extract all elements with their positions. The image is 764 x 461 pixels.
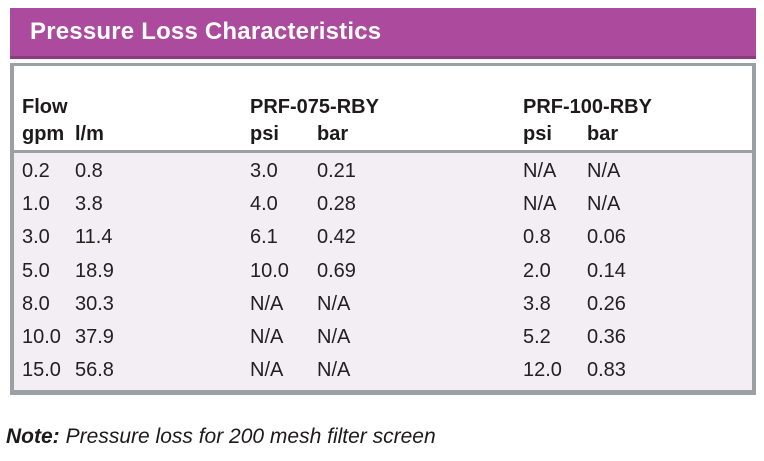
table-cell: 0.2 bbox=[22, 160, 50, 183]
header-divider bbox=[14, 150, 752, 153]
table-cell: 0.8 bbox=[75, 160, 103, 183]
unit-header-gpm: gpm bbox=[22, 123, 65, 145]
table-cell: N/A bbox=[523, 193, 557, 216]
table-cell: N/A bbox=[250, 359, 284, 382]
table-row: 1.0 3.8 4.0 0.28 N/A N/A bbox=[14, 188, 752, 221]
table-cell: 2.0 bbox=[523, 259, 551, 282]
table-cell: 15.0 bbox=[22, 359, 61, 382]
unit-header-bar-100: bar bbox=[587, 123, 619, 145]
table-row: 15.0 56.8 N/A N/A 12.0 0.83 bbox=[14, 354, 752, 387]
table-cell: N/A bbox=[587, 193, 621, 216]
table-cell: 5.2 bbox=[523, 326, 551, 349]
table-header: Flow PRF-075-RBY PRF-100-RBY gpm l/m psi… bbox=[14, 66, 752, 150]
table-cell: N/A bbox=[317, 326, 351, 349]
table-cell: 0.69 bbox=[317, 259, 356, 282]
table-cell: 0.83 bbox=[587, 359, 626, 382]
column-group-flow: Flow bbox=[22, 96, 68, 118]
table-cell: 3.8 bbox=[523, 292, 551, 315]
table-cell: N/A bbox=[317, 292, 351, 315]
table-cell: 1.0 bbox=[22, 193, 50, 216]
table-cell: 5.0 bbox=[22, 259, 50, 282]
column-groups-row: Flow PRF-075-RBY PRF-100-RBY bbox=[14, 95, 752, 119]
pressure-loss-panel: Pressure Loss Characteristics Flow PRF-0… bbox=[10, 8, 756, 396]
table-row: 10.0 37.9 N/A N/A 5.2 0.36 bbox=[14, 321, 752, 354]
table-row: 3.0 11.4 6.1 0.42 0.8 0.06 bbox=[14, 221, 752, 254]
table-cell: 0.42 bbox=[317, 226, 356, 249]
table-cell: 0.06 bbox=[587, 226, 626, 249]
column-group-prf-100-rby: PRF-100-RBY bbox=[523, 96, 652, 118]
table-cell: 11.4 bbox=[75, 226, 113, 249]
pressure-loss-table: Flow PRF-075-RBY PRF-100-RBY gpm l/m psi… bbox=[10, 63, 756, 396]
panel-title-bar: Pressure Loss Characteristics bbox=[10, 8, 756, 59]
table-row: 8.0 30.3 N/A N/A 3.8 0.26 bbox=[14, 288, 752, 321]
unit-header-psi-100: psi bbox=[523, 123, 552, 145]
unit-header-bar-075: bar bbox=[317, 123, 349, 145]
table-cell: 12.0 bbox=[523, 359, 562, 382]
table-cell: 6.1 bbox=[250, 226, 278, 249]
table-cell: 18.9 bbox=[75, 259, 114, 282]
column-group-prf-075-rby: PRF-075-RBY bbox=[250, 96, 379, 118]
table-cell: 0.21 bbox=[317, 160, 356, 183]
table-cell: 56.8 bbox=[75, 359, 114, 382]
table-cell: 3.8 bbox=[75, 193, 103, 216]
unit-header-psi-075: psi bbox=[250, 123, 279, 145]
table-cell: 0.36 bbox=[587, 326, 626, 349]
table-cell: 3.0 bbox=[22, 226, 50, 249]
table-cell: 0.14 bbox=[587, 259, 626, 282]
table-cell: 10.0 bbox=[22, 326, 61, 349]
unit-header-lm: l/m bbox=[75, 123, 104, 145]
units-row: gpm l/m psi bar psi bar bbox=[14, 119, 752, 150]
footnote: Note: Pressure loss for 200 mesh filter s… bbox=[6, 425, 436, 449]
table-cell: N/A bbox=[317, 359, 351, 382]
panel-title: Pressure Loss Characteristics bbox=[30, 18, 382, 45]
table-body: 0.2 0.8 3.0 0.21 N/A N/A 1.0 3.8 4.0 0.2… bbox=[14, 153, 752, 391]
table-cell: 4.0 bbox=[250, 193, 278, 216]
table-cell: N/A bbox=[523, 160, 557, 183]
table-row: 0.2 0.8 3.0 0.21 N/A N/A bbox=[14, 155, 752, 188]
table-cell: N/A bbox=[587, 160, 621, 183]
table-cell: 37.9 bbox=[75, 326, 114, 349]
table-cell: 10.0 bbox=[250, 259, 289, 282]
table-cell: 3.0 bbox=[250, 160, 278, 183]
table-cell: 0.28 bbox=[317, 193, 356, 216]
footnote-label: Note: bbox=[6, 425, 60, 448]
table-cell: N/A bbox=[250, 326, 284, 349]
table-row: 5.0 18.9 10.0 0.69 2.0 0.14 bbox=[14, 255, 752, 288]
table-cell: 0.8 bbox=[523, 226, 551, 249]
table-cell: 0.26 bbox=[587, 292, 626, 315]
table-cell: 30.3 bbox=[75, 292, 114, 315]
footnote-text: Pressure loss for 200 mesh filter screen bbox=[65, 425, 436, 448]
table-cell: N/A bbox=[250, 292, 284, 315]
table-cell: 8.0 bbox=[22, 292, 50, 315]
